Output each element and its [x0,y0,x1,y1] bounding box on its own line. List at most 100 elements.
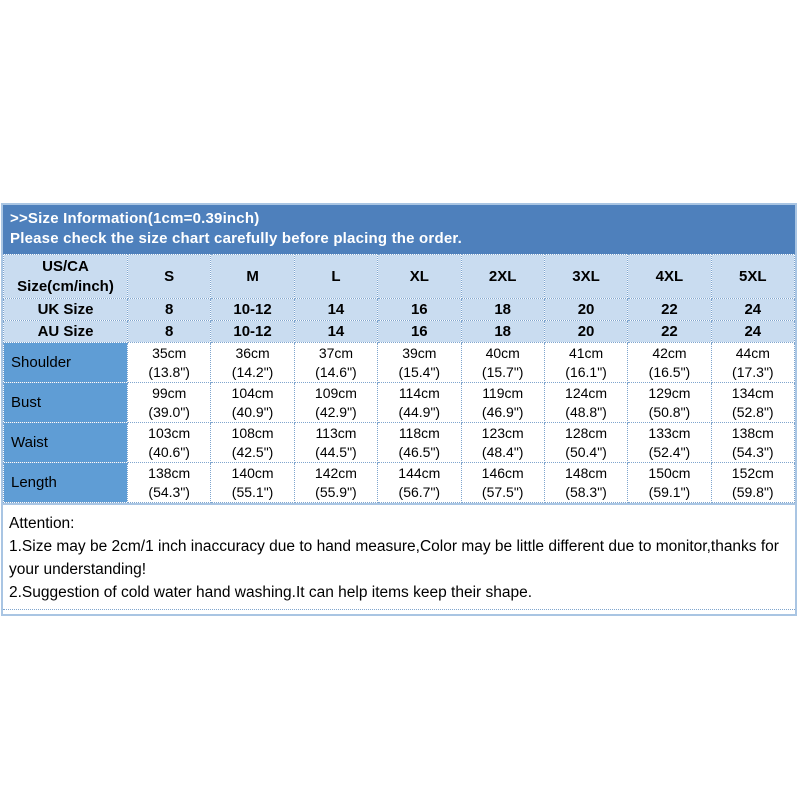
uk-size-value-cell: 18 [460,298,545,321]
au-size-value-cell: 14 [293,320,379,343]
measurement-cell: 148cm (58.3") [543,462,629,503]
measurement-cell: 108cm (42.5") [210,422,295,463]
inch-value: (17.3") [732,363,774,380]
inch-value: (56.7") [398,483,441,500]
inch-value: (14.2") [231,363,274,380]
inch-value: (55.9") [315,483,357,500]
inch-value: (48.4") [481,443,524,460]
inch-value: (15.4") [398,363,441,380]
cm-value: 129cm [648,384,691,401]
inch-value: (46.5") [398,443,441,460]
cm-value: 152cm [731,464,774,481]
uk-size-value-cell: 22 [627,298,712,321]
measurement-cell: 104cm (40.9") [210,382,295,423]
measurement-cell: 109cm (42.9") [293,382,379,423]
cm-value: 114cm [398,384,440,401]
measurement-cell: 39cm (15.4") [377,342,462,383]
corner-line-2: Size(cm/inch) [17,277,114,295]
measurement-row-waist: Waist 103cm (40.6") 108cm (42.5") 113cm (44.5"… [3,422,796,463]
cm-value: 113cm [315,424,357,441]
attention-note-2: 2.Suggestion of cold water hand washing.… [9,584,533,601]
inch-value: (57.5") [481,483,524,500]
banner-title: >>Size Information(1cm=0.39inch) [10,210,260,227]
cm-value: 108cm [231,424,274,441]
cm-value: 103cm [148,424,191,441]
size-name-cell: 4XL [627,254,712,299]
inch-value: (44.9") [398,403,441,420]
cm-value: 119cm [482,384,524,401]
au-size-label: AU Size [3,320,128,343]
cm-value: 35cm [152,344,187,361]
cm-value: 134cm [731,384,774,401]
cm-value: 39cm [402,344,437,361]
inch-value: (59.8") [732,483,774,500]
cm-value: 44cm [735,344,770,361]
inch-value: (16.1") [565,363,607,380]
measurement-label: Bust [3,382,128,423]
uk-size-row: UK Size 8 10-12 14 16 18 20 22 24 [3,298,796,321]
measurement-row-shoulder: Shoulder 35cm (13.8") 36cm (14.2") 37cm (14.6"… [3,342,796,383]
uk-size-value-cell: 16 [377,298,462,321]
size-name-cell: 5XL [710,254,796,299]
inch-value: (16.5") [648,363,691,380]
inch-value: (15.7") [481,363,524,380]
cm-value: 142cm [314,464,357,481]
measurement-cell: 152cm (59.8") [710,462,796,503]
measurement-cell: 114cm (44.9") [377,382,462,423]
measurement-row-bust: Bust 99cm (39.0") 104cm (40.9") 109cm (42.9") 1… [3,382,796,423]
size-chart-panel: >>Size Information(1cm=0.39inch) Please … [1,203,797,616]
inch-value: (48.8") [565,403,607,420]
measurement-cell: 40cm (15.7") [460,342,545,383]
size-name-cell: XL [377,254,462,299]
measurement-cell: 134cm (52.8") [710,382,796,423]
au-size-row: AU Size 8 10-12 14 16 18 20 22 24 [3,320,796,343]
au-size-value-cell: 20 [543,320,629,343]
uk-size-value-cell: 24 [710,298,796,321]
cm-value: 128cm [565,424,608,441]
au-size-value-cell: 24 [710,320,796,343]
measurement-cell: 37cm (14.6") [293,342,379,383]
inch-value: (52.8") [732,403,774,420]
measurement-cell: 138cm (54.3") [126,462,212,503]
measurement-cell: 99cm (39.0") [126,382,212,423]
inch-value: (50.8") [648,403,691,420]
attention-heading: Attention: [9,515,75,532]
inch-value: (39.0") [148,403,190,420]
inch-value: (55.1") [231,483,274,500]
au-size-value-cell: 16 [377,320,462,343]
attention-section: Attention: 1.Size may be 2cm/1 inch inac… [3,503,795,610]
inch-value: (14.6") [315,363,357,380]
measurement-cell: 113cm (44.5") [293,422,379,463]
inch-value: (46.9") [481,403,524,420]
corner-cell: US/CA Size(cm/inch) [3,254,128,299]
inch-value: (40.6") [148,443,190,460]
inch-value: (13.8") [148,363,190,380]
measurement-cell: 142cm (55.9") [293,462,379,503]
cm-value: 133cm [648,424,691,441]
banner-subtitle: Please check the size chart carefully be… [10,230,462,247]
au-size-value-cell: 8 [126,320,212,343]
size-name-cell: L [293,254,379,299]
cm-value: 104cm [231,384,274,401]
cm-value: 118cm [398,424,440,441]
cm-value: 109cm [314,384,357,401]
cm-value: 41cm [568,344,604,361]
cm-value: 37cm [318,344,354,361]
uk-size-value-cell: 20 [543,298,629,321]
au-size-value-cell: 18 [460,320,545,343]
uk-size-label: UK Size [3,298,128,321]
corner-line-1: US/CA [42,257,89,275]
size-name-cell: 2XL [460,254,545,299]
cm-value: 150cm [648,464,691,481]
inch-value: (58.3") [565,483,607,500]
inch-value: (59.1") [648,483,691,500]
measurement-cell: 119cm (46.9") [460,382,545,423]
cm-value: 99cm [152,384,187,401]
measurement-cell: 150cm (59.1") [627,462,712,503]
cm-value: 36cm [235,344,270,361]
cm-value: 138cm [148,464,191,481]
au-size-value-cell: 10-12 [210,320,295,343]
attention-note-1: 1.Size may be 2cm/1 inch inaccuracy due … [9,538,779,578]
measurement-cell: 44cm (17.3") [710,342,796,383]
inch-value: (42.5") [231,443,274,460]
